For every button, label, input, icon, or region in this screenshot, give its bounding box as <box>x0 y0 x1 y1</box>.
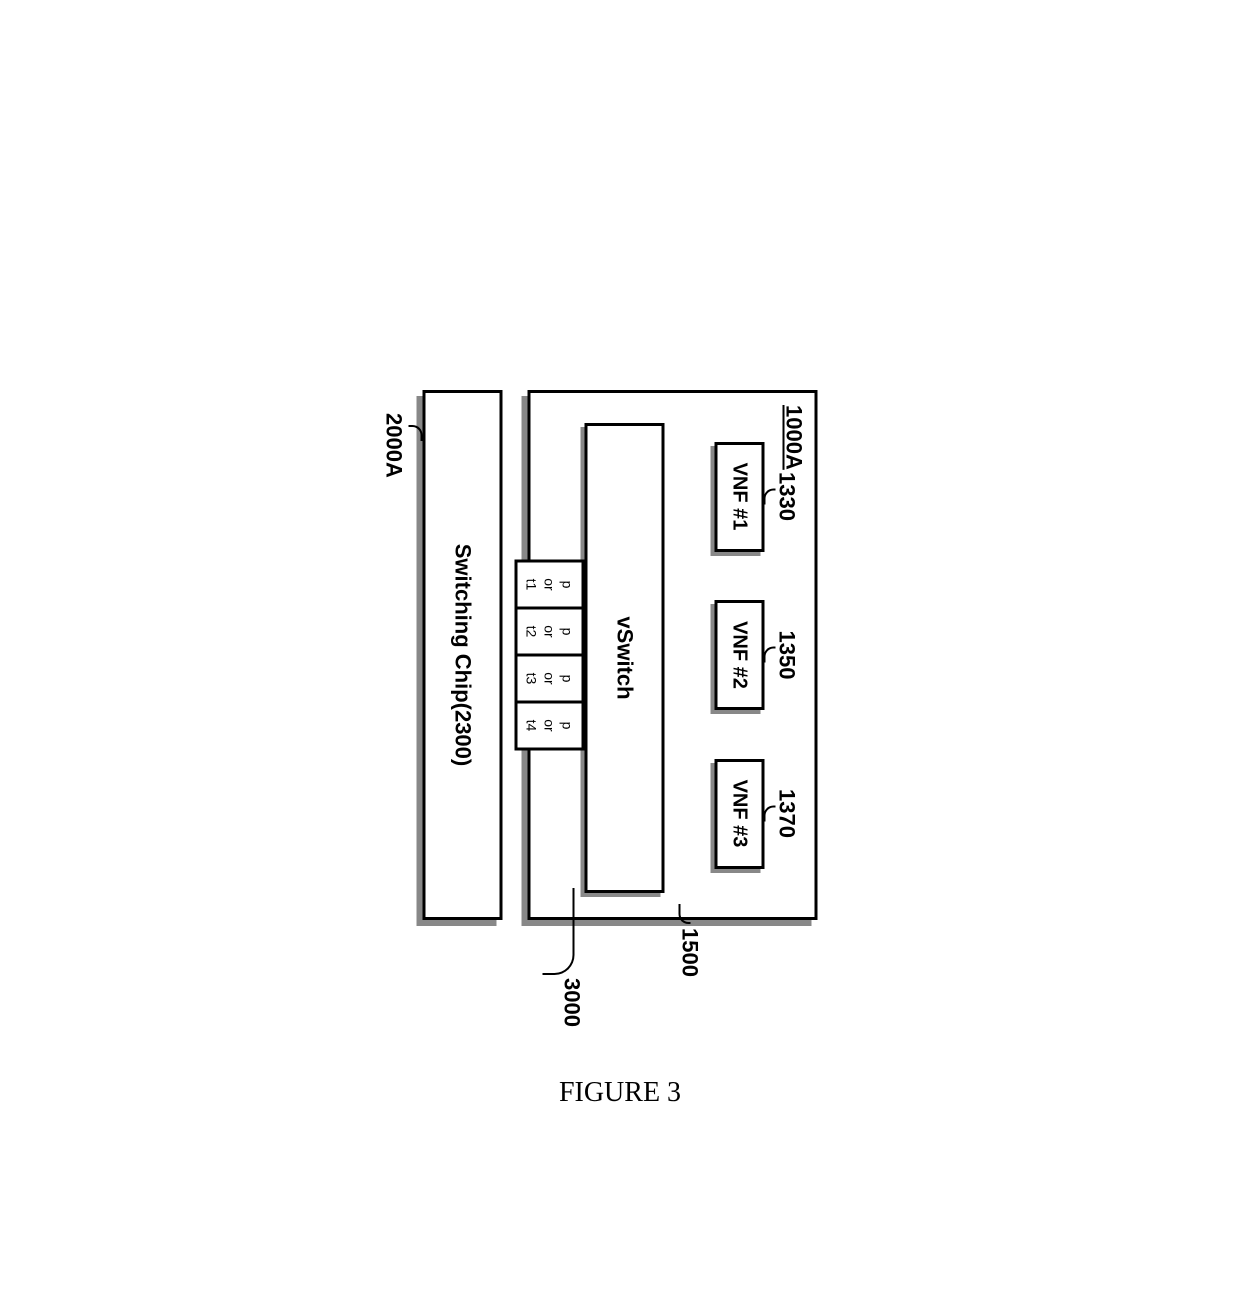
ports-numeric-label: 3000 <box>559 978 585 1027</box>
vnf-text-1: VNF #1 <box>728 462 751 530</box>
port1-l3: t1 <box>522 578 540 590</box>
figure-caption: FIGURE 3 <box>559 1077 681 1109</box>
port4-l1: p <box>559 721 577 729</box>
port3-l2: or <box>540 672 558 684</box>
vnf-text-3: VNF #3 <box>728 779 751 847</box>
port2-l3: t2 <box>522 625 540 637</box>
port1-l2: or <box>540 578 558 590</box>
vnf-text-2: VNF #2 <box>728 621 751 689</box>
vnf-label-2: 1350 <box>774 630 800 679</box>
port-box-2: p or t2 <box>515 606 585 656</box>
switching-chip-text: Switching Chip(2300) <box>450 543 476 765</box>
vnf-label-3: 1370 <box>774 789 800 838</box>
main-box-1000a: 1000A 1330 VNF #1 1350 VNF #2 1370 VNF #… <box>528 390 818 920</box>
vnf-label-1: 1330 <box>774 472 800 521</box>
port3-l1: p <box>559 674 577 682</box>
vnf-box-1: 1330 VNF #1 <box>715 441 765 551</box>
port-box-3: p or t3 <box>515 653 585 703</box>
main-box-label: 1000A <box>781 405 807 470</box>
port-box-1: p or t1 <box>515 559 585 609</box>
vswitch-box: vSwitch <box>585 423 665 893</box>
port3-l3: t3 <box>522 672 540 684</box>
switching-chip-label: 2000A <box>381 413 407 478</box>
ports-row: p or t1 p or t2 p or t3 p or t4 <box>515 559 585 750</box>
port4-l2: or <box>540 719 558 731</box>
port4-l3: t4 <box>522 719 540 731</box>
port1-l1: p <box>559 580 577 588</box>
port-box-4: p or t4 <box>515 700 585 750</box>
vnf-box-3: 1370 VNF #3 <box>715 758 765 868</box>
diagram-container: 1000A 1330 VNF #1 1350 VNF #2 1370 VNF #… <box>423 390 818 920</box>
vnf-box-2: 1350 VNF #2 <box>715 600 765 710</box>
port2-l2: or <box>540 625 558 637</box>
port2-l1: p <box>559 627 577 635</box>
vswitch-numeric-label: 1500 <box>677 928 703 977</box>
switching-chip-box: Switching Chip(2300) 2000A <box>423 390 503 920</box>
vnf-row: 1330 VNF #1 1350 VNF #2 1370 VNF #3 <box>715 393 765 917</box>
vswitch-text: vSwitch <box>612 616 638 699</box>
